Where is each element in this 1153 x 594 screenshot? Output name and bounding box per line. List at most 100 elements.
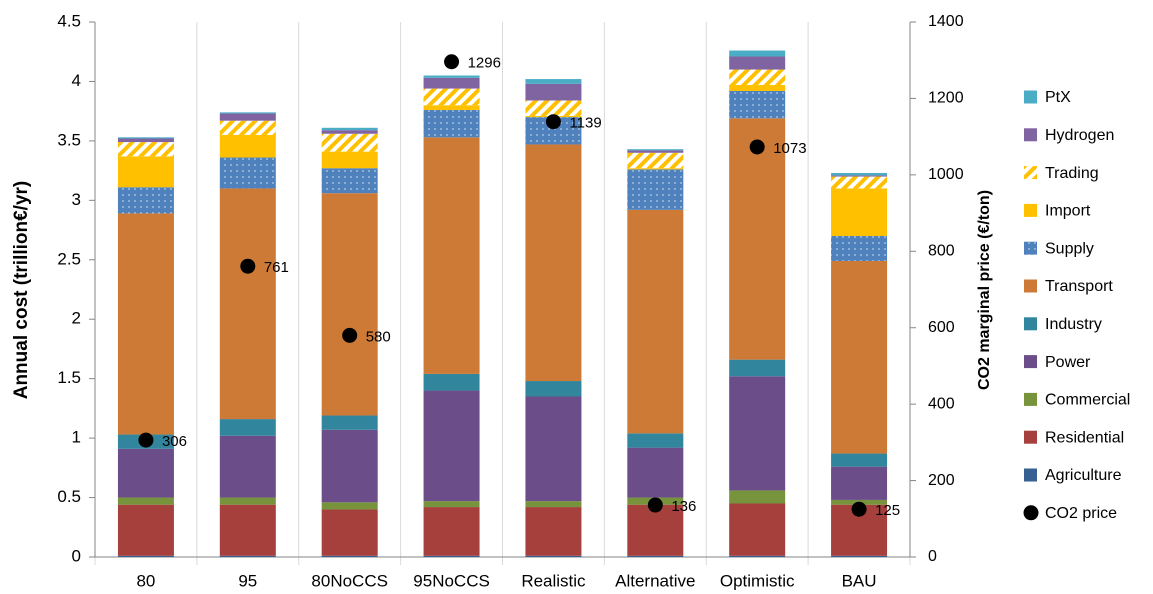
bar-segment: [321, 127, 378, 131]
bar-segment: [117, 142, 174, 157]
bar-segment: [525, 79, 582, 84]
point: [240, 258, 256, 274]
bar-segment: [525, 83, 582, 101]
bar-segment: [729, 359, 786, 377]
bar-segment: [321, 130, 378, 134]
bar-segment: [525, 507, 582, 556]
y-tick-label: 3: [72, 190, 81, 209]
point-label: 761: [264, 259, 289, 276]
bar-segment: [729, 555, 786, 557]
bar-segment: [117, 156, 174, 188]
bar-segment: [831, 466, 888, 500]
bar-segment: [627, 433, 684, 448]
bar-segment: [117, 138, 174, 143]
bar-segment: [831, 555, 888, 557]
y-tick-label: 4: [72, 71, 81, 90]
bar-segment: [321, 193, 378, 416]
bar-segment: [525, 396, 582, 502]
bar-segment: [525, 555, 582, 557]
bar-segment: [831, 260, 888, 454]
y-tick-label: 0.5: [57, 487, 81, 506]
point: [749, 139, 765, 155]
bar-segment: [627, 150, 684, 153]
bar-segment: [627, 152, 684, 169]
bar-segment: [117, 504, 174, 556]
bar-segment: [321, 168, 378, 194]
bar-segment: [117, 555, 174, 557]
legend-swatch: [1024, 203, 1037, 217]
bar-segment: [321, 415, 378, 430]
legend-swatch: [1024, 430, 1037, 444]
bar-segment: [219, 134, 276, 158]
point: [545, 114, 561, 130]
bar-segment: [219, 555, 276, 557]
y2-tick-label: 400: [928, 395, 955, 412]
bar-segment: [219, 419, 276, 436]
legend-swatch: [1024, 392, 1037, 406]
bar-segment: [627, 504, 684, 556]
bar-segment: [117, 213, 174, 435]
point-label: 125: [875, 502, 900, 519]
bar-segment: [321, 502, 378, 510]
bar-segment: [219, 112, 276, 114]
bar-segment: [627, 149, 684, 151]
legend-swatch: [1024, 128, 1037, 142]
legend-label: Agriculture: [1045, 467, 1122, 484]
y2-tick-label: 1400: [928, 13, 964, 30]
x-tick-label: Alternative: [615, 571, 695, 590]
point: [138, 432, 154, 448]
bar-segment: [831, 176, 888, 189]
bar-segment: [117, 137, 174, 139]
bar-segment: [627, 168, 684, 170]
y2-tick-label: 600: [928, 319, 955, 336]
y-tick-label: 2.5: [57, 249, 81, 268]
bar-segment: [525, 381, 582, 397]
bar-segment: [831, 172, 888, 176]
x-tick-label: Realistic: [521, 571, 586, 590]
point-label: 136: [671, 498, 696, 515]
legend-label: Trading: [1045, 165, 1099, 182]
y-tick-label: 0: [72, 546, 81, 565]
legend-swatch: [1024, 279, 1037, 293]
bar-segment: [321, 509, 378, 556]
bar-segment: [423, 88, 480, 106]
point-label: 580: [366, 328, 391, 345]
bar-segment: [321, 429, 378, 503]
bar-segment: [627, 209, 684, 434]
y2-tick-label: 800: [928, 243, 955, 260]
x-tick-label: 80: [136, 571, 155, 590]
point: [647, 497, 663, 513]
bar-segment: [423, 75, 480, 78]
y2-tick-label: 1000: [928, 166, 964, 183]
bar-segment: [831, 236, 888, 261]
point-label: 1296: [468, 55, 501, 72]
legend-label: CO2 price: [1045, 505, 1117, 522]
bar-segment: [117, 497, 174, 505]
point-label: 306: [162, 433, 187, 450]
bar-segment: [117, 448, 174, 498]
bar-segment: [423, 555, 480, 557]
y-axis-title: Annual cost (trillion€/yr): [11, 181, 32, 400]
bar-segment: [219, 504, 276, 556]
y-tick-label: 3.5: [57, 130, 81, 149]
y2-tick-label: 200: [928, 472, 955, 489]
bar-segment: [627, 447, 684, 498]
bar-segment: [525, 144, 582, 382]
legend-label: Power: [1045, 354, 1091, 371]
bar-segment: [729, 490, 786, 504]
bar-segment: [321, 555, 378, 557]
x-tick-label: Optimistic: [720, 571, 795, 590]
bar-segment: [627, 555, 684, 557]
legend-swatch: [1024, 90, 1037, 104]
bar-segment: [321, 133, 378, 152]
bar-segment: [729, 56, 786, 70]
y-tick-label: 4.5: [57, 11, 81, 30]
legend-label: Commercial: [1045, 392, 1130, 409]
x-tick-label: 95NoCCS: [413, 571, 490, 590]
y-tick-label: 1: [72, 428, 81, 447]
x-tick-label: 80NoCCS: [311, 571, 388, 590]
y2-tick-label: 1200: [928, 90, 964, 107]
bar-segment: [831, 188, 888, 236]
bar-segment: [219, 497, 276, 505]
legend-swatch: [1024, 166, 1037, 180]
